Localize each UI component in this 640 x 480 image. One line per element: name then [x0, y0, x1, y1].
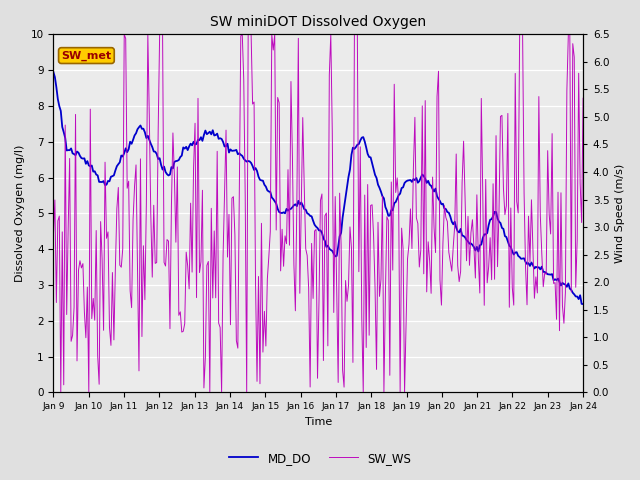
SW_WS [120, 32, 128, 37]
X-axis label: Time: Time [305, 417, 332, 427]
Line: SW_WS: SW_WS [53, 35, 583, 392]
SW_WS [284, 167, 292, 172]
SW_WS [116, 262, 124, 268]
MD_DO [550, 277, 557, 283]
Legend: MD_DO, SW_WS: MD_DO, SW_WS [224, 447, 416, 469]
MD_DO [225, 150, 233, 156]
SW_WS [57, 389, 65, 395]
Y-axis label: Wind Speed (m/s): Wind Speed (m/s) [615, 164, 625, 263]
MD_DO [49, 69, 57, 75]
SW_WS [49, 233, 57, 239]
SW_WS [553, 316, 561, 322]
MD_DO [579, 301, 587, 307]
SW_WS [237, 33, 244, 39]
MD_DO [115, 161, 122, 167]
Text: SW_met: SW_met [61, 50, 111, 60]
MD_DO [234, 151, 242, 157]
Line: MD_DO: MD_DO [53, 72, 583, 304]
MD_DO [281, 210, 289, 216]
SW_WS [228, 195, 236, 201]
SW_WS [211, 228, 218, 234]
SW_WS [579, 96, 587, 101]
Y-axis label: Dissolved Oxygen (mg/l): Dissolved Oxygen (mg/l) [15, 144, 25, 282]
Title: SW miniDOT Dissolved Oxygen: SW miniDOT Dissolved Oxygen [210, 15, 426, 29]
MD_DO [207, 132, 215, 137]
